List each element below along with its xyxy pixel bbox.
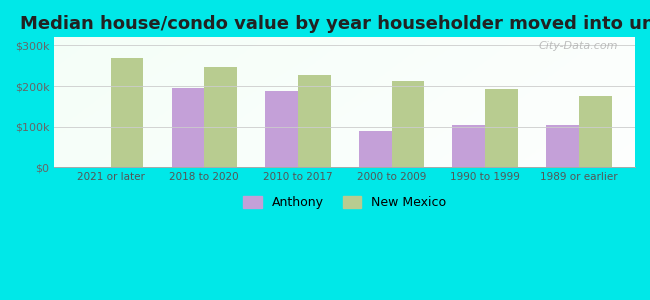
Text: City-Data.com: City-Data.com	[538, 41, 617, 51]
Bar	[298, 75, 331, 167]
Bar	[172, 88, 204, 167]
Bar	[204, 67, 237, 167]
Bar	[111, 58, 144, 167]
Bar	[452, 125, 485, 167]
Bar	[485, 89, 518, 167]
Bar	[546, 125, 578, 167]
Legend: Anthony, New Mexico: Anthony, New Mexico	[237, 190, 452, 215]
Bar	[391, 81, 424, 167]
Bar	[578, 96, 612, 167]
Bar	[265, 91, 298, 167]
Bar	[359, 131, 391, 167]
Title: Median house/condo value by year householder moved into unit: Median house/condo value by year househo…	[20, 15, 650, 33]
